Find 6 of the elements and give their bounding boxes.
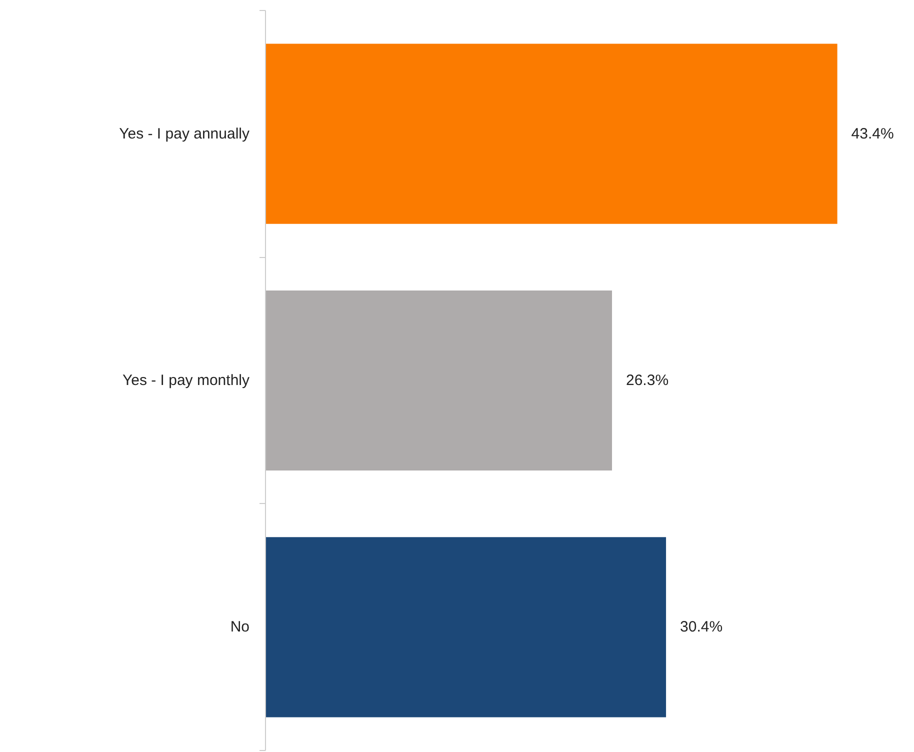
data-label: 43.4% xyxy=(851,125,894,142)
data-label: 26.3% xyxy=(626,372,669,389)
y-tick-label: Yes - I pay annually xyxy=(119,125,250,142)
y-tick-label: No xyxy=(230,618,250,636)
y-tick-label: Yes - I pay monthly xyxy=(122,372,250,389)
data-label: 30.4% xyxy=(680,618,723,636)
